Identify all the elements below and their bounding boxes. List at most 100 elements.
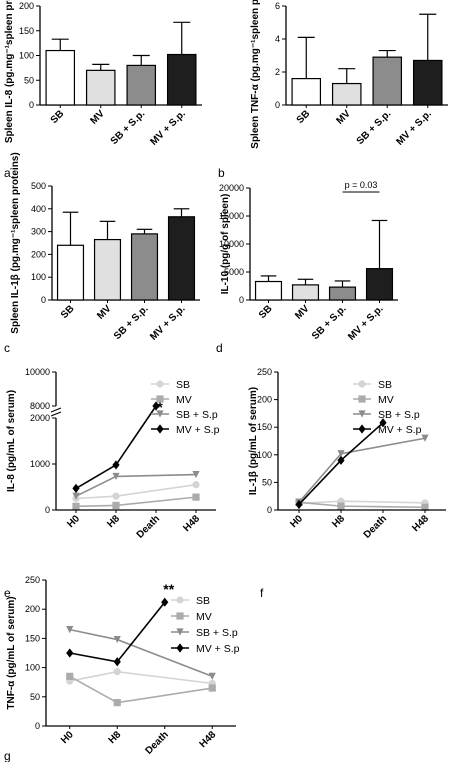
legend-label: SB + S.p <box>378 409 420 421</box>
legend-swatch-marker <box>176 628 184 636</box>
axis-break-mark <box>50 407 62 413</box>
data-point <box>66 626 74 634</box>
panel-label-d: d <box>216 341 223 355</box>
y-axis-title: Spleen IL-1β (pg.mg⁻¹spleen proteins) <box>10 152 21 333</box>
y-tick-label: 200 <box>31 249 46 259</box>
series-line <box>298 500 426 505</box>
bar <box>126 64 157 106</box>
category-label: MV <box>334 108 353 127</box>
bar <box>45 49 76 106</box>
y-tick-label: 6 <box>275 1 280 11</box>
y-tick-label: 100 <box>19 51 34 61</box>
y-tick-label: 100 <box>25 663 40 673</box>
y-tick-label: 300 <box>31 227 46 237</box>
category-label: SB + S.p. <box>112 303 151 342</box>
legend-swatch-marker <box>358 380 366 388</box>
data-point <box>66 648 74 658</box>
legend-swatch-marker <box>176 643 184 653</box>
category-label: MV + S.p. <box>148 303 188 343</box>
y-tick-label: 1000 <box>30 459 50 469</box>
significance-star: * <box>157 399 163 415</box>
data-point <box>208 672 216 680</box>
series-line <box>69 628 213 678</box>
category-label: SB + S.p. <box>310 303 349 342</box>
bar <box>254 280 283 301</box>
panel-label-c: c <box>4 341 10 355</box>
legend-swatch-marker <box>156 424 164 434</box>
y-tick-label: 100 <box>31 272 46 282</box>
y-tick-label: 15000 <box>219 211 244 221</box>
bar <box>291 284 320 301</box>
category-label: H0 <box>59 729 76 746</box>
data-point <box>421 434 429 442</box>
significance-star: ** <box>163 581 174 597</box>
legend-label: MV <box>196 611 212 623</box>
y-tick-label: 0 <box>267 505 272 515</box>
series-mv <box>75 496 197 508</box>
legend-label: MV + S.p <box>378 424 422 436</box>
y-tick-label: 50 <box>262 477 272 487</box>
y-tick-label: 10000 <box>219 239 244 249</box>
y-tick-label: 4 <box>275 34 280 44</box>
axis-break-mark <box>50 411 62 417</box>
legend-swatch-marker <box>176 596 184 604</box>
data-point <box>337 502 345 510</box>
category-label: H48 <box>198 729 219 750</box>
category-label: SB + S.p. <box>109 108 148 147</box>
data-point <box>337 455 345 465</box>
data-point <box>295 499 303 510</box>
category-label: Death <box>135 513 162 540</box>
y-axis-title: IL-10 (pg/g of spleen) <box>220 194 231 295</box>
data-point <box>421 503 429 511</box>
category-label: H48 <box>181 513 202 534</box>
category-label: H0 <box>65 513 82 530</box>
y-tick-label: 250 <box>257 367 272 377</box>
data-point <box>72 483 80 493</box>
data-point <box>112 492 120 500</box>
legend-label: MV + S.p <box>196 643 240 655</box>
category-label: MV <box>293 303 312 322</box>
data-point <box>208 684 216 692</box>
legend-label: SB <box>196 595 210 607</box>
bar <box>166 53 197 106</box>
category-label: SB <box>257 303 275 321</box>
series-line <box>298 437 426 503</box>
bar <box>331 82 362 106</box>
series-sb-s-p <box>69 628 213 678</box>
data-point <box>192 481 200 489</box>
series-sb <box>298 500 426 505</box>
y-tick-label: 200 <box>25 604 40 614</box>
category-label: MV <box>88 108 107 127</box>
data-point <box>113 668 121 676</box>
legend-label: SB + S.p <box>196 627 238 639</box>
bar <box>365 268 394 301</box>
y-tick-label: 250 <box>25 575 40 585</box>
panel-label-f: f <box>260 586 264 600</box>
bar <box>328 286 357 301</box>
data-point <box>152 401 160 411</box>
legend-label: MV <box>378 394 394 406</box>
y-tick-label: 5000 <box>224 267 244 277</box>
y-tick-label: 50 <box>24 75 34 85</box>
y-tick-label: 200 <box>19 1 34 11</box>
category-label: SB <box>295 108 313 126</box>
y-axis-title: IL-8 (pg/mL of serum) <box>6 390 17 492</box>
legend-swatch-marker <box>156 410 164 418</box>
legend-label: MV <box>176 394 192 406</box>
y-tick-label: 100 <box>257 450 272 460</box>
y-tick-label: 0 <box>29 100 34 110</box>
bar <box>56 244 85 301</box>
series-sb-s-p <box>298 437 426 503</box>
legend-label: SB + S.p <box>176 409 218 421</box>
data-point <box>192 470 200 479</box>
data-point <box>337 450 345 458</box>
data-point <box>113 699 121 707</box>
category-label: H8 <box>105 513 122 530</box>
legend-swatch-marker <box>156 380 164 388</box>
data-point <box>72 492 80 500</box>
y-tick-label: 8000 <box>30 401 50 411</box>
data-point <box>112 501 120 509</box>
series-sb <box>69 670 213 685</box>
data-point <box>113 657 121 667</box>
category-label: MV + S.p. <box>394 108 434 148</box>
